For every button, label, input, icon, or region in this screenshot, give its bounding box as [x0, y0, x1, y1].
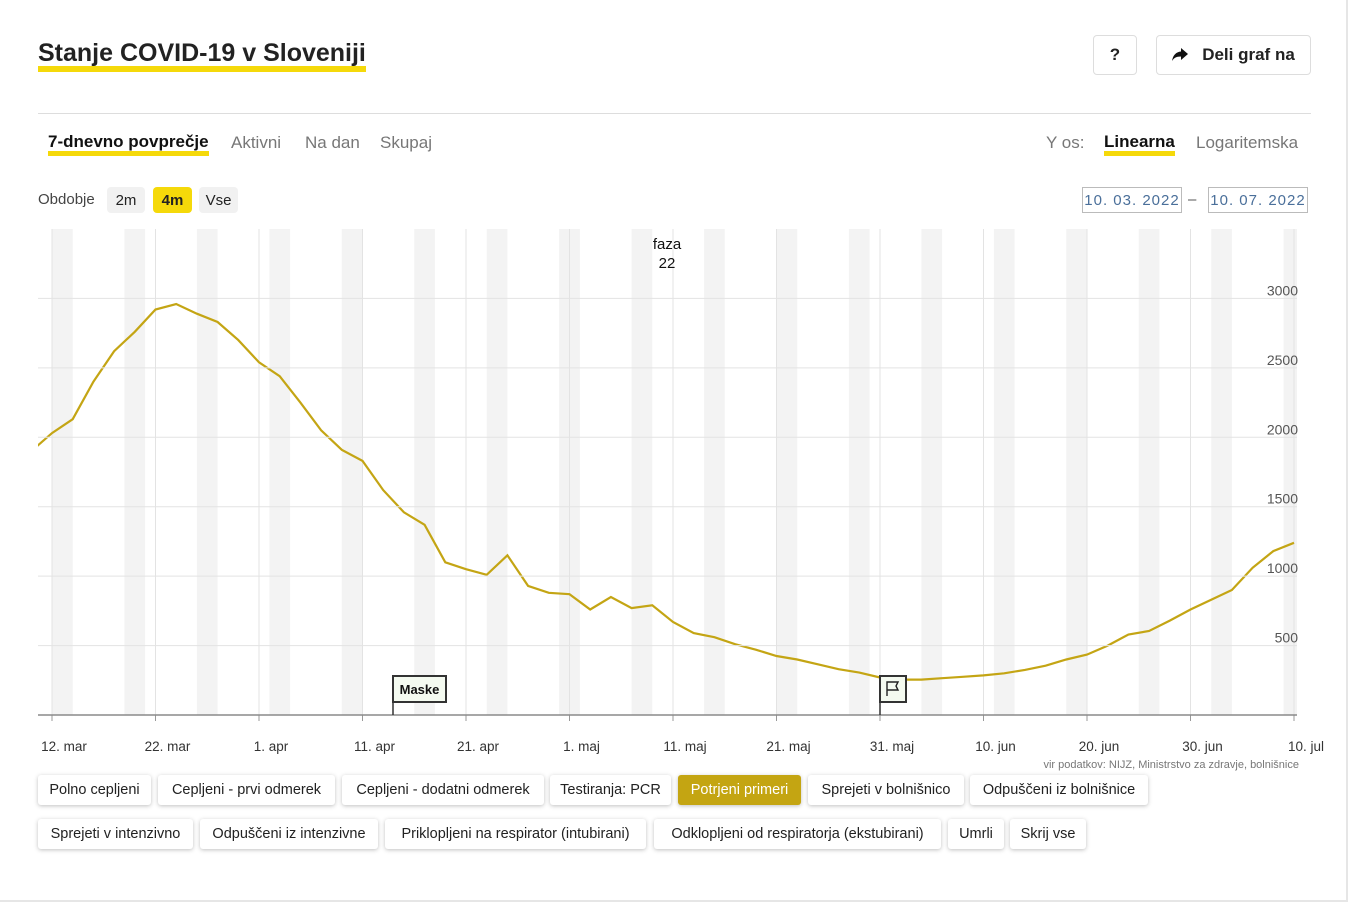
weekend-stripe	[269, 229, 291, 715]
flag-label: Maske	[400, 682, 440, 697]
weekend-stripe	[993, 229, 1015, 715]
weekend-stripe	[196, 229, 218, 715]
series-button[interactable]: Umrli	[948, 819, 1004, 849]
x-tick-label: 10. jul	[1288, 739, 1324, 754]
flag-box	[392, 675, 447, 703]
phase-number: 22	[659, 255, 676, 272]
share-label: Deli graf na	[1202, 45, 1295, 64]
series-button[interactable]: Polno cepljeni	[38, 775, 151, 805]
tab[interactable]: 7-dnevno povprečje	[48, 133, 209, 156]
weekend-stripe	[776, 229, 798, 715]
y-tick-label: 2000	[1267, 421, 1298, 437]
date-separator: –	[1188, 191, 1197, 208]
y-axis-option[interactable]: Logaritemska	[1196, 133, 1299, 152]
weekend-stripe	[631, 229, 653, 715]
y-axis-option[interactable]: Linearna	[1104, 133, 1175, 156]
chart: 12. mar 22. mar 1. apr 11. apr 21. apr 1. maj…	[38, 229, 1324, 771]
weekend-stripe	[1211, 229, 1232, 715]
y-tick-label: 500	[1275, 630, 1299, 646]
help-button[interactable]: ?	[1093, 35, 1137, 75]
series-button[interactable]: Sprejeti v bolnišnico	[808, 775, 964, 805]
share-button[interactable]: Deli graf na	[1156, 35, 1311, 75]
x-tick-label: 31. maj	[870, 739, 914, 754]
weekend-stripe	[124, 229, 146, 715]
date-from[interactable]: 10. 03. 2022	[1082, 187, 1182, 213]
tab[interactable]: Aktivni	[231, 133, 282, 152]
weekend-stripe	[1066, 229, 1087, 715]
series-button[interactable]: Potrjeni primeri	[678, 775, 801, 805]
y-tick-label: 2500	[1267, 352, 1298, 368]
period-option[interactable]: 4m	[153, 187, 192, 213]
period-label: Obdobje	[38, 191, 95, 208]
divider	[38, 113, 1311, 114]
x-tick-label: 10. jun	[975, 739, 1016, 754]
series-button[interactable]: Priklopljeni na respirator (intubirani)	[385, 819, 646, 849]
x-tick-label: 20. jun	[1079, 739, 1120, 754]
series-button[interactable]: Odklopljeni od respiratorja (ekstubirani…	[654, 819, 941, 849]
page-title: Stanje COVID-19 v Sloveniji	[38, 40, 366, 72]
x-tick-label: 11. apr	[354, 739, 396, 754]
x-tick-label: 11. maj	[663, 739, 706, 754]
weekend-stripe	[414, 229, 435, 715]
x-tick-label: 30. jun	[1182, 739, 1223, 754]
series-button[interactable]: Odpuščeni iz bolnišnice	[970, 775, 1148, 805]
weekend-stripe	[921, 229, 943, 715]
data-line	[38, 302, 1295, 681]
flag-box	[879, 675, 907, 703]
y-tick-label: 1500	[1267, 491, 1298, 507]
series-button[interactable]: Sprejeti v intenzivno	[38, 819, 193, 849]
weekend-stripe	[848, 229, 870, 715]
weekend-stripe	[341, 229, 363, 715]
x-tick-label: 1. maj	[563, 739, 600, 754]
weekend-stripe	[486, 229, 508, 715]
x-tick-label: 1. apr	[254, 739, 289, 754]
y-axis-label: Y os:	[1046, 133, 1085, 152]
flag-icon	[886, 681, 900, 696]
x-tick-label: 12. mar	[41, 739, 87, 754]
phase-label: faza	[653, 236, 682, 253]
x-tick-label: 21. maj	[766, 739, 810, 754]
plot	[38, 229, 1297, 715]
y-tick-label: 3000	[1267, 282, 1298, 298]
date-to[interactable]: 10. 07. 2022	[1208, 187, 1308, 213]
tab[interactable]: Na dan	[305, 133, 360, 152]
period-option[interactable]: Vse	[199, 187, 238, 213]
series-button[interactable]: Testiranja: PCR	[550, 775, 671, 805]
x-tick-label: 21. apr	[457, 739, 500, 754]
period-option[interactable]: 2m	[107, 187, 145, 213]
weekend-stripe	[1138, 229, 1160, 715]
series-button[interactable]: Odpuščeni iz intenzivne	[200, 819, 378, 849]
x-tick-label: 22. mar	[145, 739, 191, 754]
source-note: vir podatkov: NIJZ, Ministrstvo za zdrav…	[1043, 759, 1299, 771]
series-button[interactable]: Cepljeni - prvi odmerek	[158, 775, 335, 805]
weekend-stripe	[704, 229, 725, 715]
weekend-stripe	[52, 229, 73, 715]
series-button[interactable]: Cepljeni - dodatni odmerek	[342, 775, 544, 805]
share-icon	[1172, 48, 1189, 61]
y-tick-label: 1000	[1267, 560, 1298, 576]
series-button[interactable]: Skrij vse	[1010, 819, 1086, 849]
tab[interactable]: Skupaj	[380, 133, 432, 152]
